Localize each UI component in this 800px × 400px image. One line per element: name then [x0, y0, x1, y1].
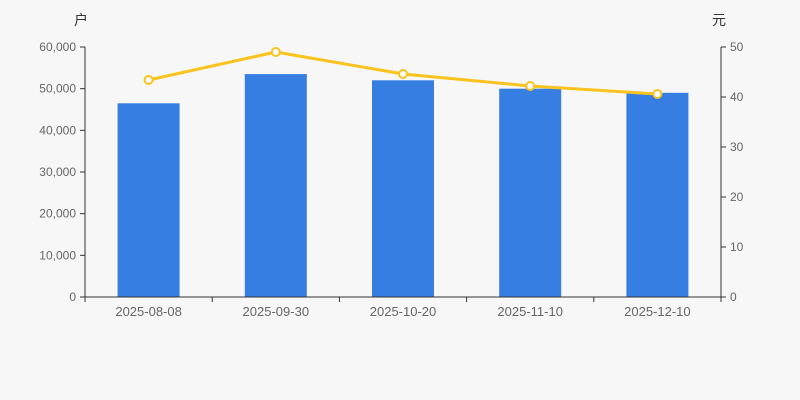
- right-axis-title: 元: [712, 12, 726, 28]
- left-axis-tick-label: 0: [69, 290, 76, 304]
- bar[interactable]: [626, 92, 689, 297]
- left-axis-tick-label: 50,000: [39, 82, 76, 96]
- left-axis-tick-label: 30,000: [39, 165, 76, 179]
- line-marker[interactable]: [143, 75, 154, 85]
- bar[interactable]: [499, 88, 562, 297]
- bar[interactable]: [372, 80, 434, 297]
- right-axis-tick-label: 30: [730, 140, 744, 154]
- line-marker[interactable]: [398, 69, 408, 79]
- right-axis-tick-label: 50: [730, 40, 744, 54]
- line-marker[interactable]: [270, 47, 281, 57]
- x-axis-category-label: 2025-10-20: [370, 304, 437, 319]
- left-axis-tick-label: 10,000: [39, 248, 76, 262]
- left-axis-title: 户: [74, 12, 88, 28]
- left-axis-tick-label: 60,000: [39, 40, 76, 54]
- x-axis-category-label: 2025-08-08: [115, 304, 182, 319]
- line-marker[interactable]: [525, 81, 536, 91]
- left-axis-tick-label: 40,000: [39, 123, 76, 137]
- left-axis-tick-label: 20,000: [39, 207, 76, 221]
- bar[interactable]: [117, 103, 180, 298]
- x-axis-category-label: 2025-11-10: [497, 304, 563, 319]
- x-axis-category-label: 2025-12-10: [624, 304, 691, 319]
- x-axis-category-label: 2025-09-30: [243, 304, 310, 319]
- bar[interactable]: [244, 74, 307, 297]
- right-axis-tick-label: 20: [730, 190, 744, 204]
- right-axis-tick-label: 40: [730, 90, 744, 104]
- line-marker[interactable]: [652, 89, 663, 99]
- right-axis-tick-label: 10: [730, 240, 744, 254]
- right-axis-tick-label: 0: [730, 290, 737, 304]
